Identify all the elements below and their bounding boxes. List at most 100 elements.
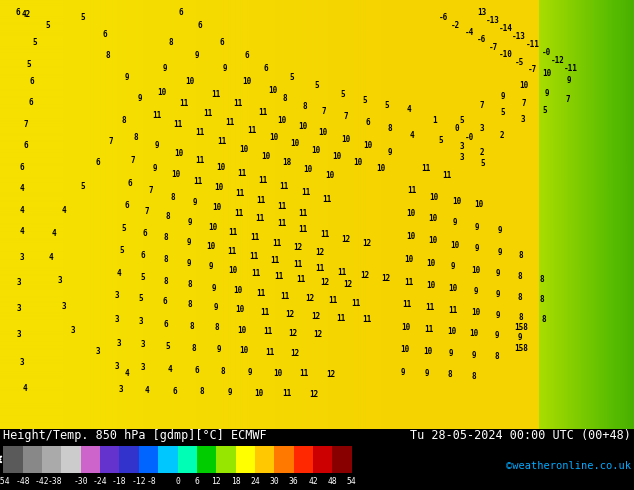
- Text: 10: 10: [333, 152, 342, 161]
- Text: 5: 5: [140, 273, 145, 282]
- Text: 10: 10: [254, 389, 263, 398]
- Bar: [81, 446, 100, 473]
- Text: 18: 18: [282, 158, 291, 168]
- Text: 10: 10: [172, 171, 181, 179]
- Text: -11: -11: [526, 40, 540, 49]
- Text: 11: 11: [282, 389, 291, 398]
- Text: 8: 8: [519, 313, 524, 322]
- Text: 9: 9: [223, 64, 228, 73]
- Text: -30: -30: [74, 476, 88, 486]
- Text: 10: 10: [406, 209, 415, 218]
- Text: -7: -7: [489, 43, 498, 51]
- Text: 9: 9: [473, 287, 478, 296]
- Text: 8: 8: [169, 38, 174, 48]
- Text: 11: 11: [173, 120, 182, 129]
- Text: 4: 4: [410, 130, 415, 140]
- Text: 10: 10: [229, 266, 238, 274]
- Text: -12: -12: [131, 476, 146, 486]
- Text: 11: 11: [320, 230, 329, 239]
- Text: 9: 9: [216, 345, 221, 354]
- Text: 7: 7: [131, 156, 136, 165]
- Text: 9: 9: [544, 89, 549, 98]
- Text: 42: 42: [22, 10, 31, 19]
- Bar: [100, 446, 119, 473]
- Text: 8: 8: [164, 233, 169, 243]
- Text: 11: 11: [272, 239, 281, 247]
- Text: 7: 7: [148, 186, 153, 196]
- Text: -5: -5: [515, 58, 524, 67]
- Text: 11: 11: [228, 247, 236, 256]
- Bar: [119, 446, 139, 473]
- Text: 8: 8: [283, 94, 288, 103]
- Text: 11: 11: [257, 196, 266, 205]
- Bar: [197, 446, 216, 473]
- Bar: [139, 446, 158, 473]
- Text: 2: 2: [479, 147, 484, 157]
- Text: -12: -12: [551, 55, 565, 65]
- Text: 11: 11: [322, 195, 331, 204]
- Text: 3: 3: [140, 340, 145, 349]
- Text: -7: -7: [528, 65, 537, 74]
- Text: 11: 11: [404, 278, 413, 287]
- Text: 11: 11: [352, 298, 361, 308]
- Text: 9: 9: [186, 259, 191, 268]
- Text: -4: -4: [465, 27, 474, 37]
- Text: 3: 3: [70, 326, 75, 335]
- Text: -6: -6: [439, 13, 448, 22]
- Text: 10: 10: [216, 163, 225, 172]
- Text: 11: 11: [204, 109, 212, 118]
- Text: 10: 10: [325, 172, 334, 180]
- Text: 8: 8: [191, 343, 196, 353]
- Text: 10: 10: [376, 164, 385, 172]
- Text: 10: 10: [519, 81, 528, 90]
- Text: 5: 5: [45, 21, 50, 30]
- Text: 11: 11: [263, 327, 272, 336]
- Text: 10: 10: [273, 368, 282, 377]
- Text: 11: 11: [233, 99, 242, 108]
- Text: 10: 10: [471, 266, 480, 274]
- Text: 10: 10: [447, 327, 456, 336]
- Text: 5: 5: [80, 182, 85, 191]
- Text: 9: 9: [424, 369, 429, 378]
- Text: 9: 9: [188, 218, 193, 226]
- Text: 9: 9: [451, 262, 456, 271]
- Text: 30: 30: [269, 476, 279, 486]
- Text: 9: 9: [500, 92, 505, 101]
- Text: 5: 5: [438, 136, 443, 145]
- Text: 8: 8: [519, 250, 524, 260]
- Text: 8: 8: [448, 370, 453, 379]
- Text: 10: 10: [404, 255, 413, 264]
- Text: 5: 5: [32, 38, 37, 48]
- Text: 0: 0: [454, 124, 459, 133]
- Text: 5: 5: [481, 159, 486, 168]
- Text: 12: 12: [360, 271, 369, 280]
- Text: 5: 5: [384, 100, 389, 110]
- Text: 10: 10: [311, 146, 320, 154]
- Text: 8: 8: [517, 293, 522, 302]
- Text: 11: 11: [195, 128, 204, 137]
- Text: 12: 12: [294, 244, 302, 252]
- Text: 12: 12: [362, 239, 371, 248]
- Text: 3: 3: [16, 330, 22, 339]
- Text: 6: 6: [23, 141, 28, 150]
- Text: 6: 6: [264, 64, 269, 73]
- Text: 7: 7: [343, 112, 348, 121]
- Text: 11: 11: [280, 182, 288, 191]
- Text: 10: 10: [278, 116, 287, 124]
- Text: 6: 6: [142, 229, 147, 238]
- Text: -42: -42: [35, 476, 49, 486]
- Text: 10: 10: [451, 241, 460, 250]
- Text: 9: 9: [472, 350, 477, 360]
- Text: 8: 8: [302, 102, 307, 111]
- Text: 3: 3: [479, 124, 484, 133]
- Text: 8: 8: [221, 367, 226, 376]
- Text: -13: -13: [512, 32, 526, 41]
- Text: 3: 3: [20, 358, 25, 367]
- Text: 6: 6: [20, 163, 25, 172]
- Bar: [178, 446, 197, 473]
- Text: 4: 4: [23, 384, 28, 392]
- Text: 11: 11: [238, 169, 247, 178]
- Text: 5: 5: [138, 294, 143, 303]
- Text: 13: 13: [477, 8, 486, 17]
- Text: 11: 11: [193, 177, 202, 186]
